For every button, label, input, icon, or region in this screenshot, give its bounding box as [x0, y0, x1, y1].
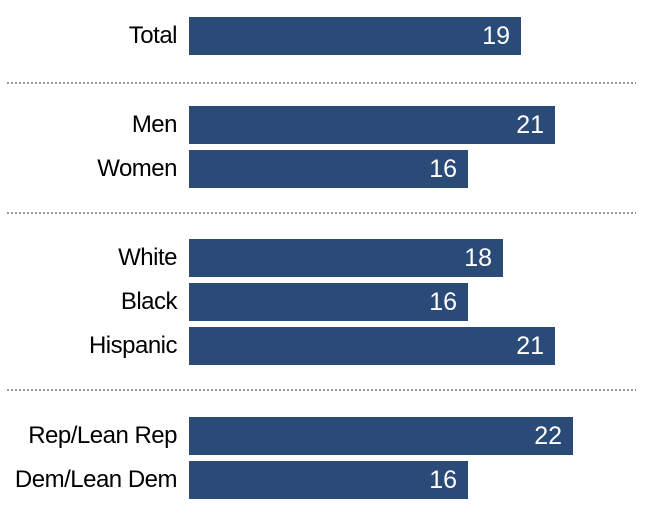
bar-row: Men 21: [0, 106, 664, 144]
bar-rep-lean-rep: 22: [189, 417, 573, 455]
category-label-women: Women: [97, 155, 177, 182]
bar-row: White 18: [0, 239, 664, 277]
value-label-women: 16: [429, 154, 457, 183]
bar-row: Women 16: [0, 150, 664, 188]
bar-total: 19: [189, 17, 521, 55]
bar-row: Total 19: [0, 17, 664, 55]
bar-row: Hispanic 21: [0, 327, 664, 365]
chart-group-total: Total 19: [0, 17, 664, 61]
value-label-hispanic: 21: [516, 331, 544, 360]
chart-group-party: Rep/Lean Rep 22 Dem/Lean Dem 16: [0, 417, 664, 505]
group-separator: [7, 389, 636, 391]
category-label-dem: Dem/Lean Dem: [14, 466, 178, 493]
category-label-black: Black: [120, 288, 178, 315]
chart-group-gender: Men 21 Women 16: [0, 106, 664, 194]
bar-hispanic: 21: [189, 327, 555, 365]
bar-row: Dem/Lean Dem 16: [0, 461, 664, 499]
group-separator: [7, 212, 636, 214]
group-separator: [7, 82, 636, 84]
bar-row: Rep/Lean Rep 22: [0, 417, 664, 455]
bar-row: Black 16: [0, 283, 664, 321]
bar-men: 21: [189, 106, 555, 144]
category-label-white: White: [118, 244, 177, 271]
bar-black: 16: [189, 283, 468, 321]
value-label-white: 18: [464, 243, 492, 272]
category-label-total: Total: [128, 22, 178, 49]
bar-women: 16: [189, 150, 468, 188]
value-label-rep: 22: [534, 421, 562, 450]
value-label-total: 19: [482, 21, 510, 50]
category-label-rep: Rep/Lean Rep: [28, 422, 177, 449]
bar-white: 18: [189, 239, 503, 277]
value-label-black: 16: [429, 287, 457, 316]
chart-group-race: White 18 Black 16 Hispanic 21: [0, 239, 664, 371]
category-label-men: Men: [131, 111, 178, 138]
bar-dem-lean-dem: 16: [189, 461, 468, 499]
category-label-hispanic: Hispanic: [88, 332, 178, 359]
value-label-men: 21: [516, 110, 544, 139]
value-label-dem: 16: [429, 465, 457, 494]
